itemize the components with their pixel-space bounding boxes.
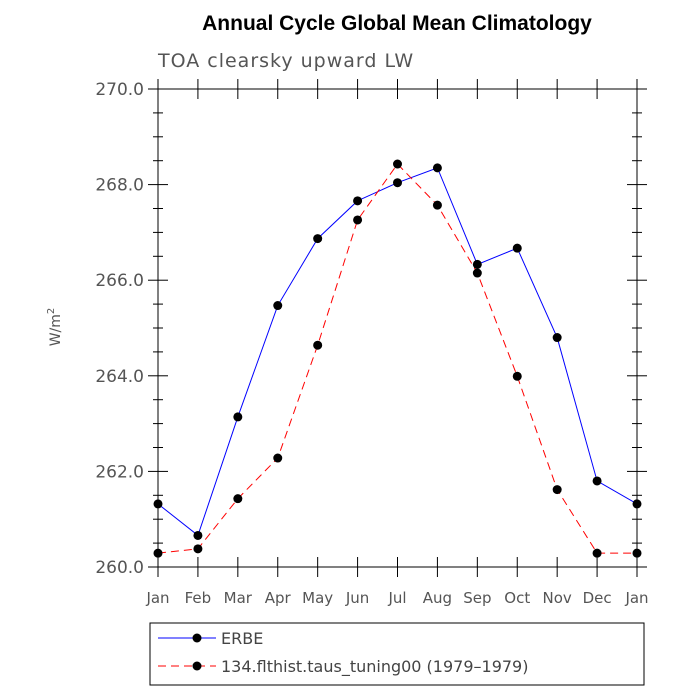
series-0-point xyxy=(273,301,283,311)
chart-title: Annual Cycle Global Mean Climatology xyxy=(202,12,592,35)
x-tick-label: Apr xyxy=(265,589,292,607)
chart-subtitle: TOA clearsky upward LW xyxy=(157,50,414,72)
series-1-point xyxy=(632,548,642,558)
x-tick-label: Oct xyxy=(504,589,530,607)
x-tick-label: Feb xyxy=(185,589,212,607)
y-tick-label: 268.0 xyxy=(95,176,144,196)
series-group xyxy=(153,159,642,558)
series-1-point xyxy=(273,453,283,463)
legend-marker-model xyxy=(192,661,202,671)
x-tick-label: Jan xyxy=(624,589,648,607)
legend-label-erbe: ERBE xyxy=(221,629,263,648)
series-0-point xyxy=(393,178,402,188)
series-1-point xyxy=(512,371,522,381)
x-tick-label: Jun xyxy=(345,589,369,607)
y-tick-label: 266.0 xyxy=(95,271,144,291)
y-axis-label-superscript: 2 xyxy=(46,308,57,314)
series-line-0 xyxy=(157,167,638,537)
legend-marker-erbe xyxy=(192,633,202,643)
x-tick-label: Jul xyxy=(387,589,406,607)
x-tick-label: Mar xyxy=(224,589,253,607)
series-0-point xyxy=(512,243,522,253)
x-tick-label: Sep xyxy=(463,589,491,607)
series-0-point xyxy=(552,333,562,343)
y-tick-label: 270.0 xyxy=(95,80,144,100)
series-0-point xyxy=(472,259,482,269)
series-0-point xyxy=(353,196,363,206)
x-tick-label: May xyxy=(302,589,333,607)
x-tick-label: Nov xyxy=(543,589,572,607)
series-1-point xyxy=(233,494,243,504)
series-1-point xyxy=(432,200,442,210)
series-1-point xyxy=(472,268,482,278)
x-axis: Jan Feb Mar Apr May Jun Jul Aug Sep Oct Nov Dec Jan xyxy=(145,79,649,607)
y-tick-label: 264.0 xyxy=(95,367,144,387)
x-tick-label: Dec xyxy=(583,589,612,607)
y-tick-label: 260.0 xyxy=(95,558,144,578)
series-1-point xyxy=(313,340,323,350)
series-1-point xyxy=(153,548,163,558)
x-tick-label: Jan xyxy=(145,589,169,607)
y-axis-label: W/m2 xyxy=(46,308,64,347)
legend: ERBE 134.flthist.taus_tuning00 (1979–197… xyxy=(149,622,645,686)
series-0-point xyxy=(233,412,243,422)
series-1-point xyxy=(552,485,562,495)
series-1-point xyxy=(393,159,402,169)
series-0-point xyxy=(193,530,203,540)
series-1-point xyxy=(353,215,363,225)
legend-border xyxy=(149,622,645,686)
series-0-point xyxy=(313,234,323,244)
legend-label-model: 134.flthist.taus_tuning00 (1979–1979) xyxy=(221,657,528,677)
series-1-point xyxy=(193,544,203,554)
series-1-point xyxy=(592,548,602,558)
series-line-1 xyxy=(157,163,637,554)
series-0-point xyxy=(432,163,442,173)
y-axis: 260.0 262.0 264.0 266.0 268.0 270.0 xyxy=(95,80,647,578)
series-0-point xyxy=(153,499,163,509)
series-0-point xyxy=(632,499,642,509)
y-tick-label: 262.0 xyxy=(95,462,144,482)
series-0-point xyxy=(592,476,602,486)
y-axis-label-text: W/m xyxy=(48,314,64,346)
x-tick-label: Aug xyxy=(423,589,452,607)
